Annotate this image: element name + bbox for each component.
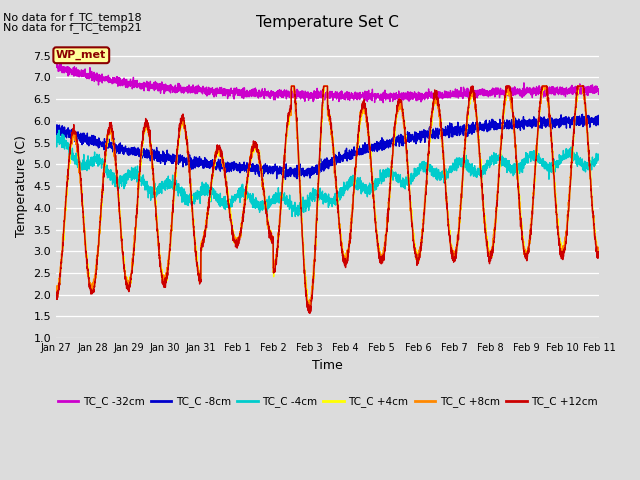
TC_C +8cm bbox=[595, 251, 603, 256]
TC_C +12cm bbox=[425, 143, 433, 149]
Text: No data for f_TC_temp18: No data for f_TC_temp18 bbox=[3, 12, 142, 23]
TC_C -4cm bbox=[401, 186, 409, 192]
TC_C -4cm bbox=[425, 161, 433, 167]
TC_C +8cm bbox=[306, 305, 314, 311]
TC_C -8cm bbox=[282, 177, 289, 182]
Line: TC_C -4cm: TC_C -4cm bbox=[56, 130, 599, 216]
TC_C -32cm bbox=[337, 90, 344, 96]
TC_C +12cm bbox=[287, 83, 295, 89]
TC_C +12cm bbox=[289, 83, 297, 89]
TC_C +8cm bbox=[425, 140, 433, 146]
TC_C +12cm bbox=[294, 142, 302, 147]
TC_C +4cm bbox=[287, 83, 295, 89]
TC_C -8cm bbox=[425, 130, 433, 135]
Title: Temperature Set C: Temperature Set C bbox=[256, 15, 399, 30]
TC_C -32cm bbox=[380, 100, 387, 106]
TC_C +8cm bbox=[294, 151, 302, 156]
TC_C -8cm bbox=[122, 146, 129, 152]
TC_C -32cm bbox=[122, 84, 129, 90]
TC_C -32cm bbox=[294, 89, 302, 95]
TC_C +4cm bbox=[337, 228, 344, 234]
TC_C -8cm bbox=[289, 166, 297, 172]
Legend: TC_C -32cm, TC_C -8cm, TC_C -4cm, TC_C +4cm, TC_C +8cm, TC_C +12cm: TC_C -32cm, TC_C -8cm, TC_C -4cm, TC_C +… bbox=[53, 392, 602, 411]
TC_C -32cm bbox=[53, 60, 61, 66]
TC_C -32cm bbox=[289, 95, 297, 100]
TC_C -4cm bbox=[294, 207, 302, 213]
TC_C +4cm bbox=[595, 249, 603, 255]
TC_C -32cm bbox=[52, 62, 60, 68]
TC_C -8cm bbox=[337, 153, 344, 159]
TC_C -4cm bbox=[290, 203, 298, 208]
TC_C +12cm bbox=[122, 276, 129, 281]
TC_C +4cm bbox=[401, 132, 409, 138]
TC_C +8cm bbox=[289, 83, 297, 89]
TC_C -8cm bbox=[294, 167, 302, 172]
TC_C +12cm bbox=[52, 291, 60, 297]
Line: TC_C +12cm: TC_C +12cm bbox=[56, 86, 599, 313]
X-axis label: Time: Time bbox=[312, 359, 343, 372]
TC_C +12cm bbox=[337, 237, 344, 242]
TC_C +8cm bbox=[52, 288, 60, 294]
TC_C +8cm bbox=[337, 233, 344, 239]
TC_C -32cm bbox=[595, 89, 603, 95]
TC_C -4cm bbox=[595, 156, 603, 162]
Line: TC_C -8cm: TC_C -8cm bbox=[56, 114, 599, 180]
TC_C -32cm bbox=[401, 96, 409, 102]
TC_C -4cm bbox=[337, 192, 344, 198]
Line: TC_C +4cm: TC_C +4cm bbox=[56, 86, 599, 311]
TC_C -4cm bbox=[122, 177, 129, 183]
Y-axis label: Temperature (C): Temperature (C) bbox=[15, 135, 28, 237]
TC_C +4cm bbox=[289, 83, 297, 89]
TC_C +8cm bbox=[287, 83, 295, 89]
TC_C -8cm bbox=[579, 111, 586, 117]
TC_C -4cm bbox=[288, 214, 296, 219]
TC_C +8cm bbox=[401, 135, 409, 141]
TC_C -4cm bbox=[52, 135, 60, 141]
TC_C +4cm bbox=[294, 139, 302, 144]
Text: No data for f_TC_temp21: No data for f_TC_temp21 bbox=[3, 22, 142, 33]
TC_C +12cm bbox=[401, 131, 409, 137]
Line: TC_C -32cm: TC_C -32cm bbox=[56, 63, 599, 103]
TC_C -8cm bbox=[52, 130, 60, 135]
TC_C -4cm bbox=[55, 127, 63, 133]
Line: TC_C +8cm: TC_C +8cm bbox=[56, 86, 599, 308]
TC_C -32cm bbox=[425, 93, 433, 99]
TC_C +12cm bbox=[306, 311, 314, 316]
TC_C -8cm bbox=[401, 140, 409, 146]
TC_C +4cm bbox=[122, 269, 129, 275]
TC_C +12cm bbox=[595, 253, 603, 259]
TC_C +4cm bbox=[52, 288, 60, 294]
TC_C +8cm bbox=[122, 272, 129, 278]
TC_C -8cm bbox=[595, 115, 603, 120]
TC_C +4cm bbox=[305, 308, 312, 314]
TC_C +4cm bbox=[425, 153, 433, 158]
Text: WP_met: WP_met bbox=[56, 50, 106, 60]
